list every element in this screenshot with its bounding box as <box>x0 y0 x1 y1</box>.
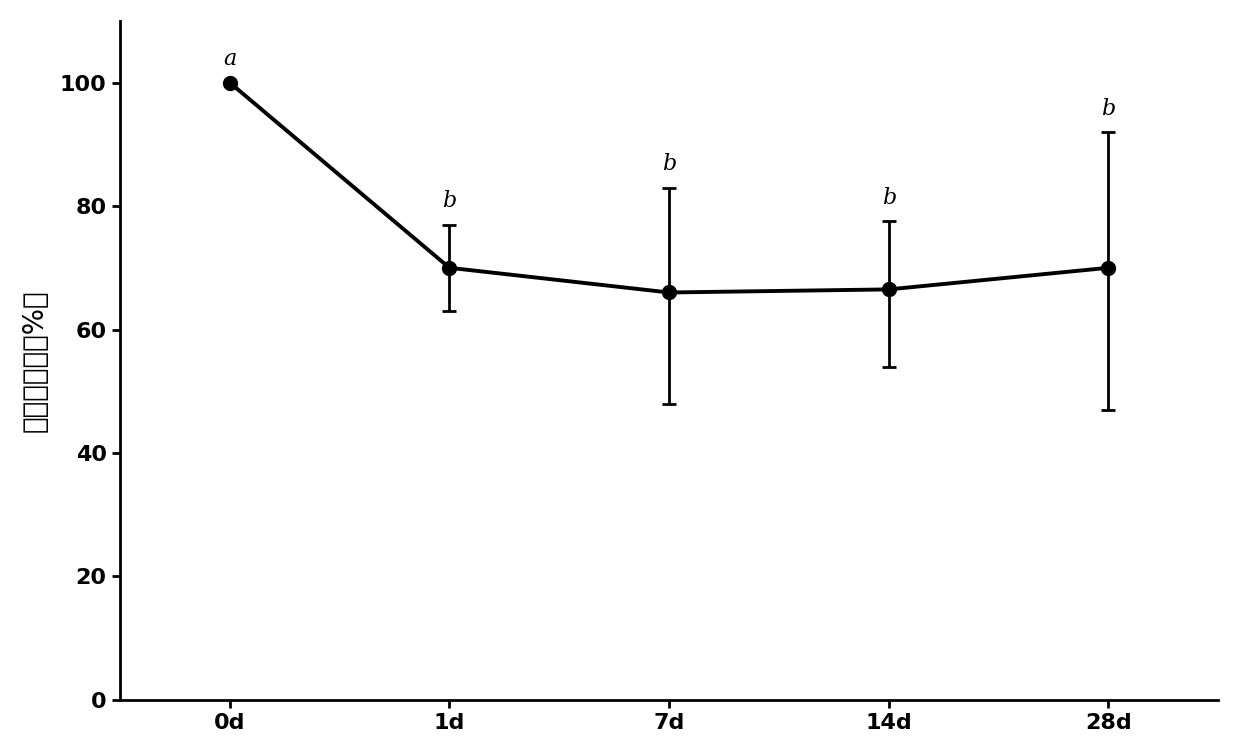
Text: b: b <box>882 187 896 209</box>
Text: b: b <box>442 190 456 212</box>
Text: b: b <box>1101 97 1115 120</box>
Text: b: b <box>662 153 676 175</box>
Text: a: a <box>223 48 237 70</box>
Y-axis label: 恢复生长率（%）: 恢复生长率（%） <box>21 289 48 432</box>
